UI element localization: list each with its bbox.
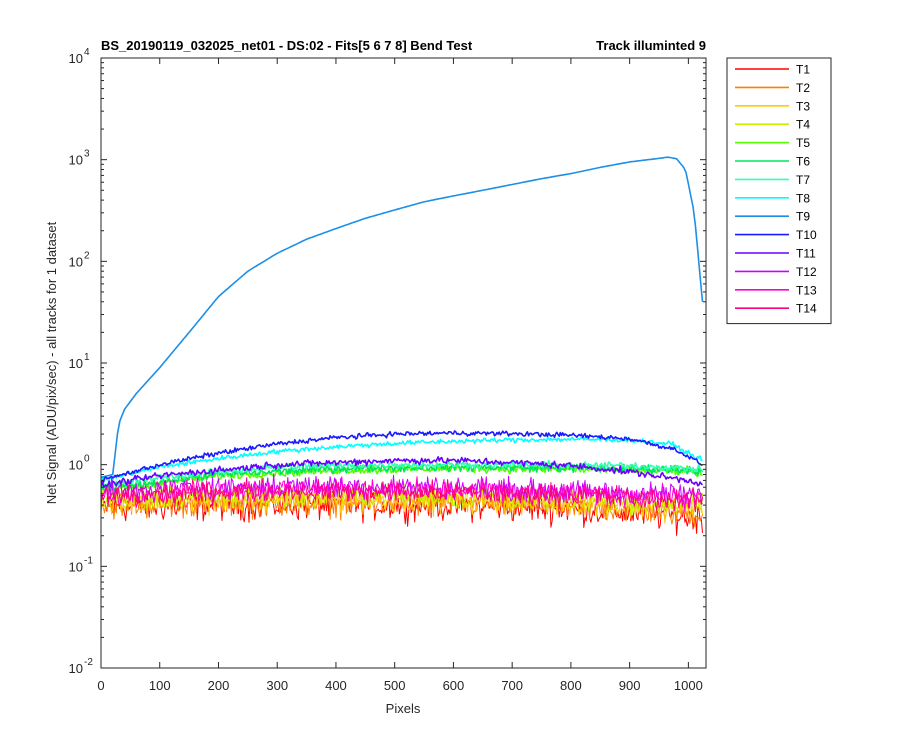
- legend-label-t4: T4: [796, 118, 810, 132]
- legend-label-t9: T9: [796, 210, 810, 224]
- y-axis-label: Net Signal (ADU/pix/sec) - all tracks fo…: [44, 221, 59, 504]
- y-tick-label-exponent: -2: [84, 657, 93, 668]
- legend-label-t13: T13: [796, 283, 817, 297]
- legend-label-t8: T8: [796, 191, 810, 205]
- legend-label-t10: T10: [796, 228, 817, 242]
- y-tick-label-exponent: 0: [84, 454, 90, 465]
- x-tick-label: 500: [384, 678, 406, 693]
- x-tick-label: 400: [325, 678, 347, 693]
- series-line-t8: [101, 436, 703, 483]
- x-tick-label: 700: [501, 678, 523, 693]
- plot-area: [101, 58, 706, 668]
- legend-label-t12: T12: [796, 265, 817, 279]
- x-tick-label: 1000: [674, 678, 703, 693]
- x-tick-label: 800: [560, 678, 582, 693]
- y-tick-label: 10: [69, 51, 83, 66]
- plot-frame: [100, 57, 707, 669]
- series-group: [101, 156, 704, 536]
- y-tick-label: 10: [69, 153, 83, 168]
- x-tick-label: 300: [266, 678, 288, 693]
- legend-label-t2: T2: [796, 81, 810, 95]
- y-tick-label-exponent: 1: [84, 352, 90, 363]
- y-tick-label: 10: [69, 559, 83, 574]
- x-tick-label: 600: [443, 678, 465, 693]
- series-line-t9: [101, 156, 704, 479]
- chart-title-right: Track illuminted 9: [596, 38, 706, 53]
- y-tick-label-exponent: 4: [84, 47, 90, 58]
- legend-label-t5: T5: [796, 136, 810, 150]
- legend-label-t7: T7: [796, 173, 810, 187]
- x-tick-label: 0: [97, 678, 104, 693]
- series-line-t7: [101, 459, 704, 487]
- y-tick-label-exponent: 2: [84, 250, 90, 261]
- legend-label-t3: T3: [796, 99, 810, 113]
- legend: T1 T2 T3 T4 T5 T6 T7 T8 T9 T10 T11 T12 T13 T14: [726, 57, 832, 325]
- y-tick-label: 10: [69, 661, 83, 676]
- y-tick-label-exponent: -1: [84, 555, 93, 566]
- ticks-group: 0 100 200 300 400 500 600 700 800 900 100010-210-1…: [69, 47, 706, 693]
- y-tick-label: 10: [69, 356, 83, 371]
- series-line-t11: [101, 456, 704, 488]
- chart-title-left: BS_20190119_032025_net01 - DS:02 - Fits[…: [101, 38, 473, 53]
- y-tick-label: 10: [69, 458, 83, 473]
- y-tick-label-exponent: 3: [84, 149, 90, 160]
- series-line-t14: [101, 477, 703, 513]
- x-tick-label: 900: [619, 678, 641, 693]
- x-tick-label: 100: [149, 678, 171, 693]
- x-axis-label: Pixels: [386, 701, 421, 716]
- legend-label-t6: T6: [796, 155, 810, 169]
- y-tick-label: 10: [69, 254, 83, 269]
- legend-label-t11: T11: [796, 247, 816, 261]
- legend-label-t1: T1: [796, 63, 810, 77]
- series-line-t10: [101, 430, 703, 484]
- x-tick-label: 200: [208, 678, 230, 693]
- legend-box: [726, 57, 832, 325]
- legend-label-t14: T14: [796, 302, 817, 316]
